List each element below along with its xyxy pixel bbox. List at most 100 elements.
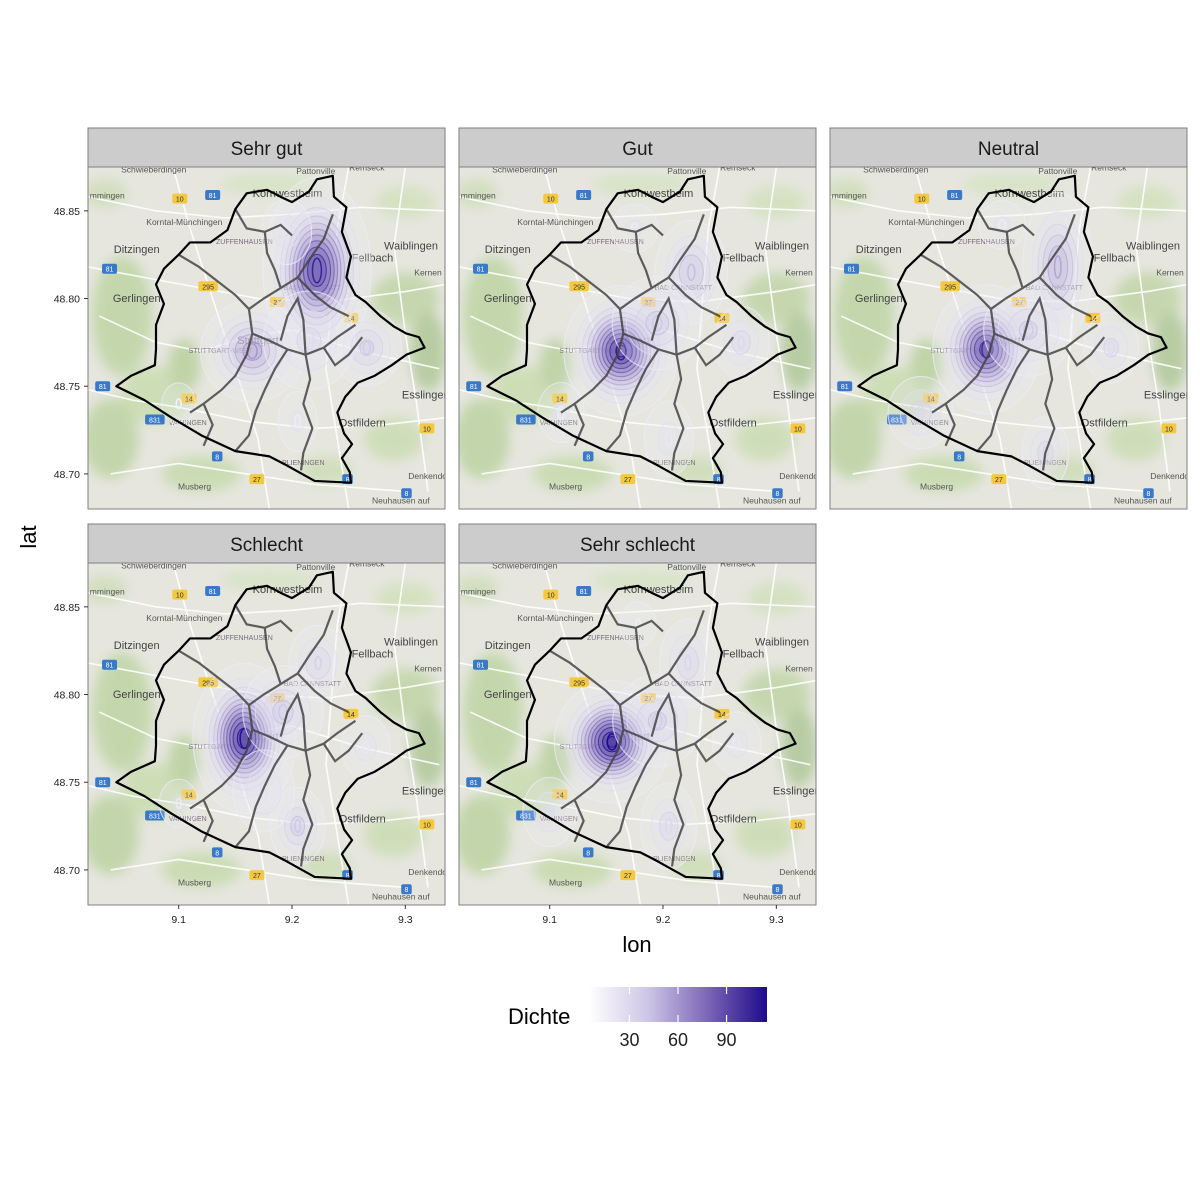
svg-text:8: 8 — [586, 850, 590, 857]
road-badge: 10 — [790, 423, 806, 434]
district-line — [1041, 354, 1056, 471]
svg-text:8: 8 — [1088, 477, 1092, 484]
terrain-patches — [88, 570, 445, 888]
density-contour — [342, 321, 391, 375]
panel-border — [458, 166, 817, 510]
district-line — [667, 672, 721, 714]
place-label: Ostfildern — [339, 814, 386, 826]
place-label: Pattonville — [667, 562, 706, 572]
color-legend: Dichte 30 60 90 — [508, 987, 767, 1050]
road-badge: 81 — [102, 263, 118, 274]
road-badge: 8 — [953, 451, 965, 462]
y-tick-label: 48.85 — [54, 206, 80, 218]
place-label: Ditzingen — [114, 640, 160, 652]
place-label: PLIENINGEN — [653, 856, 695, 863]
density-hotspot — [158, 778, 199, 828]
place-label: PLIENINGEN — [282, 856, 324, 863]
facet-strip — [87, 523, 446, 564]
x-tick-label: 9.3 — [398, 914, 413, 926]
road-badge: 27 — [249, 870, 265, 881]
density-contour — [305, 646, 331, 680]
density-peak-contour — [916, 405, 925, 420]
basemap: Schwieberdingen Pattonville Remseck mmingen… — [459, 559, 816, 905]
district-line — [693, 336, 735, 367]
place-label: Waiblingen — [1126, 240, 1180, 252]
svg-text:27: 27 — [624, 873, 632, 880]
x-tick-label: 9.2 — [285, 914, 300, 926]
road-badge: 8 — [211, 847, 223, 858]
legend-tick-label: 60 — [668, 1030, 688, 1050]
density-contour — [226, 711, 263, 765]
svg-text:10: 10 — [423, 426, 431, 433]
density-contour — [659, 811, 679, 841]
place-label: mmingen — [90, 191, 125, 201]
basemap: Schwieberdingen Pattonville Remseck mmingen… — [88, 167, 445, 509]
density-contour — [350, 329, 384, 366]
legend-tick-label: 30 — [619, 1030, 639, 1050]
place-label: Kernen — [414, 268, 442, 278]
density-contour — [171, 794, 186, 812]
density-hotspot — [262, 290, 356, 391]
density-contours — [522, 601, 762, 870]
density-peak-contour — [175, 398, 182, 410]
road-badge: 81 — [473, 263, 489, 274]
svg-text:295: 295 — [573, 680, 585, 687]
district-line — [1038, 276, 1092, 318]
place-label: Ostfildern — [1081, 418, 1128, 430]
density-contour — [584, 712, 640, 772]
svg-text:8: 8 — [776, 887, 780, 894]
place-label: Kernen — [785, 664, 813, 674]
svg-text:10: 10 — [423, 822, 431, 829]
svg-text:10: 10 — [1165, 426, 1173, 433]
legend-title: Dichte — [508, 1004, 570, 1029]
density-contour — [576, 704, 648, 780]
y-tick-label: 48.85 — [54, 602, 80, 614]
panel-border — [829, 166, 1188, 510]
y-axis-title: lat — [16, 525, 41, 548]
density-peak-contour — [1107, 340, 1115, 355]
svg-text:8: 8 — [405, 491, 409, 498]
road-badge: 14 — [181, 393, 197, 404]
place-label: Denkendorf — [779, 471, 824, 481]
svg-text:295: 295 — [944, 284, 956, 291]
density-peak-contour — [687, 263, 696, 281]
district-boundaries — [920, 208, 1106, 471]
road-badge: 295 — [569, 677, 589, 688]
svg-text:8: 8 — [717, 873, 721, 880]
density-contour — [954, 311, 1018, 388]
density-peak-contour — [684, 654, 692, 672]
city-boundary — [115, 174, 426, 484]
svg-text:81: 81 — [209, 193, 217, 200]
road-badge: 831 — [145, 414, 165, 425]
svg-text:81: 81 — [106, 663, 114, 670]
density-contour — [669, 634, 707, 692]
road-badge: 81 — [473, 659, 489, 670]
density-hotspot — [1083, 311, 1140, 384]
place-label: Remseck — [1091, 163, 1127, 173]
place-label: Pattonville — [1038, 166, 1077, 176]
road-badge: 8 — [1143, 488, 1154, 499]
density-hotspot — [932, 284, 1041, 415]
density-peak-contour — [634, 618, 642, 631]
district-line — [920, 253, 992, 310]
road-badge: 10 — [419, 423, 435, 434]
city-boundary — [857, 174, 1168, 484]
place-label: Schwieberdingen — [492, 560, 557, 570]
density-contour — [208, 686, 281, 791]
density-contour — [290, 410, 305, 432]
place-label: PLIENINGEN — [653, 460, 695, 467]
place-label: Ostfildern — [339, 418, 386, 430]
density-contour — [199, 299, 305, 403]
place-label: Waiblingen — [755, 240, 809, 252]
svg-text:81: 81 — [99, 780, 107, 787]
place-label: Remseck — [720, 559, 756, 569]
place-label: Ditzingen — [114, 244, 160, 256]
density-contour — [899, 389, 942, 436]
district-line — [670, 354, 685, 471]
density-peak-contour — [175, 797, 182, 809]
place-label: Schwieberdingen — [863, 164, 928, 174]
district-line — [670, 750, 685, 867]
district-line — [234, 744, 289, 848]
place-label: Pattonville — [667, 166, 706, 176]
density-contour — [299, 240, 335, 301]
